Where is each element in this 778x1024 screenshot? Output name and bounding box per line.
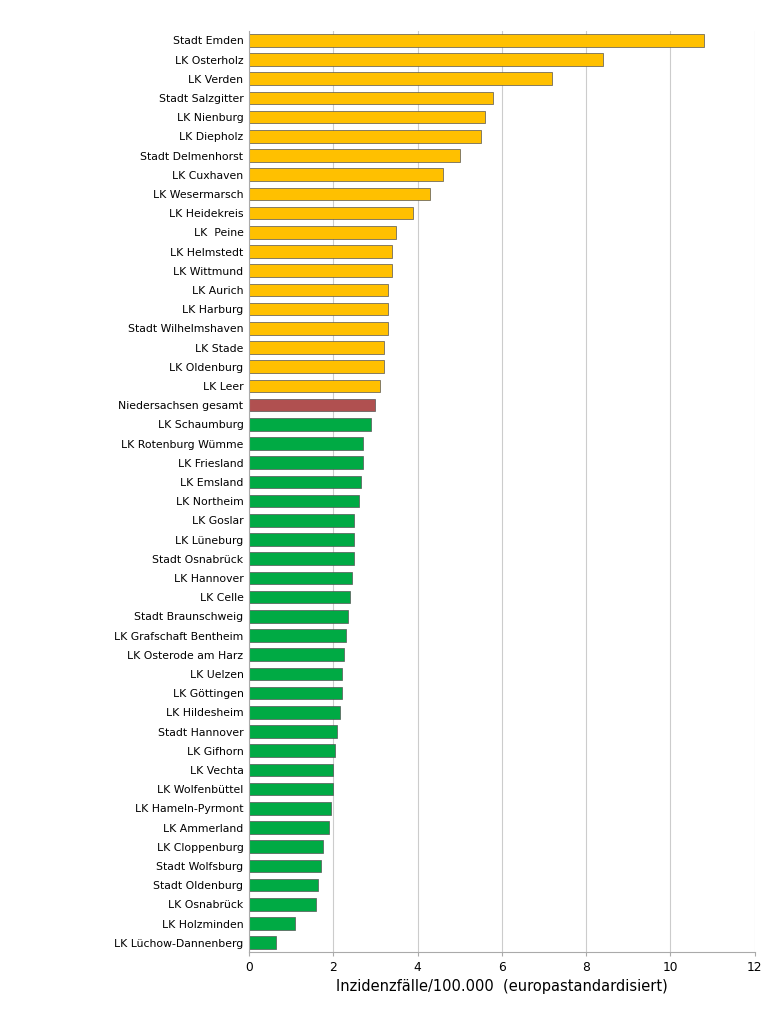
Bar: [249, 687, 342, 699]
Bar: [249, 937, 276, 949]
Bar: [249, 226, 397, 239]
Bar: [249, 553, 354, 565]
Bar: [249, 284, 388, 296]
Bar: [249, 264, 392, 276]
Bar: [249, 744, 335, 757]
Bar: [249, 610, 348, 623]
Bar: [249, 418, 371, 430]
Bar: [249, 707, 339, 719]
Bar: [249, 841, 323, 853]
Bar: [249, 514, 354, 526]
Bar: [249, 476, 361, 488]
Bar: [249, 73, 552, 85]
Bar: [249, 668, 342, 680]
Bar: [249, 898, 317, 910]
Bar: [249, 303, 388, 315]
Bar: [249, 399, 375, 412]
Bar: [249, 130, 481, 142]
Bar: [249, 591, 350, 603]
Bar: [249, 571, 352, 584]
Bar: [249, 341, 384, 353]
Bar: [249, 630, 346, 642]
Bar: [249, 246, 392, 258]
Bar: [249, 380, 380, 392]
Bar: [249, 495, 359, 507]
Bar: [249, 34, 704, 46]
Bar: [249, 92, 493, 104]
Bar: [249, 360, 384, 373]
Bar: [249, 437, 363, 450]
Bar: [249, 821, 329, 834]
Bar: [249, 764, 333, 776]
Bar: [249, 53, 603, 66]
Bar: [249, 169, 443, 181]
Bar: [249, 725, 338, 737]
Bar: [249, 187, 430, 200]
Bar: [249, 207, 413, 219]
Bar: [249, 534, 354, 546]
Bar: [249, 323, 388, 335]
Bar: [249, 918, 296, 930]
X-axis label: Inzidenzfälle/100.000  (europastandardisiert): Inzidenzfälle/100.000 (europastandardisi…: [336, 979, 668, 994]
Bar: [249, 802, 331, 814]
Bar: [249, 457, 363, 469]
Bar: [249, 860, 321, 872]
Bar: [249, 879, 318, 891]
Bar: [249, 648, 344, 660]
Bar: [249, 783, 333, 796]
Bar: [249, 111, 485, 123]
Bar: [249, 150, 460, 162]
